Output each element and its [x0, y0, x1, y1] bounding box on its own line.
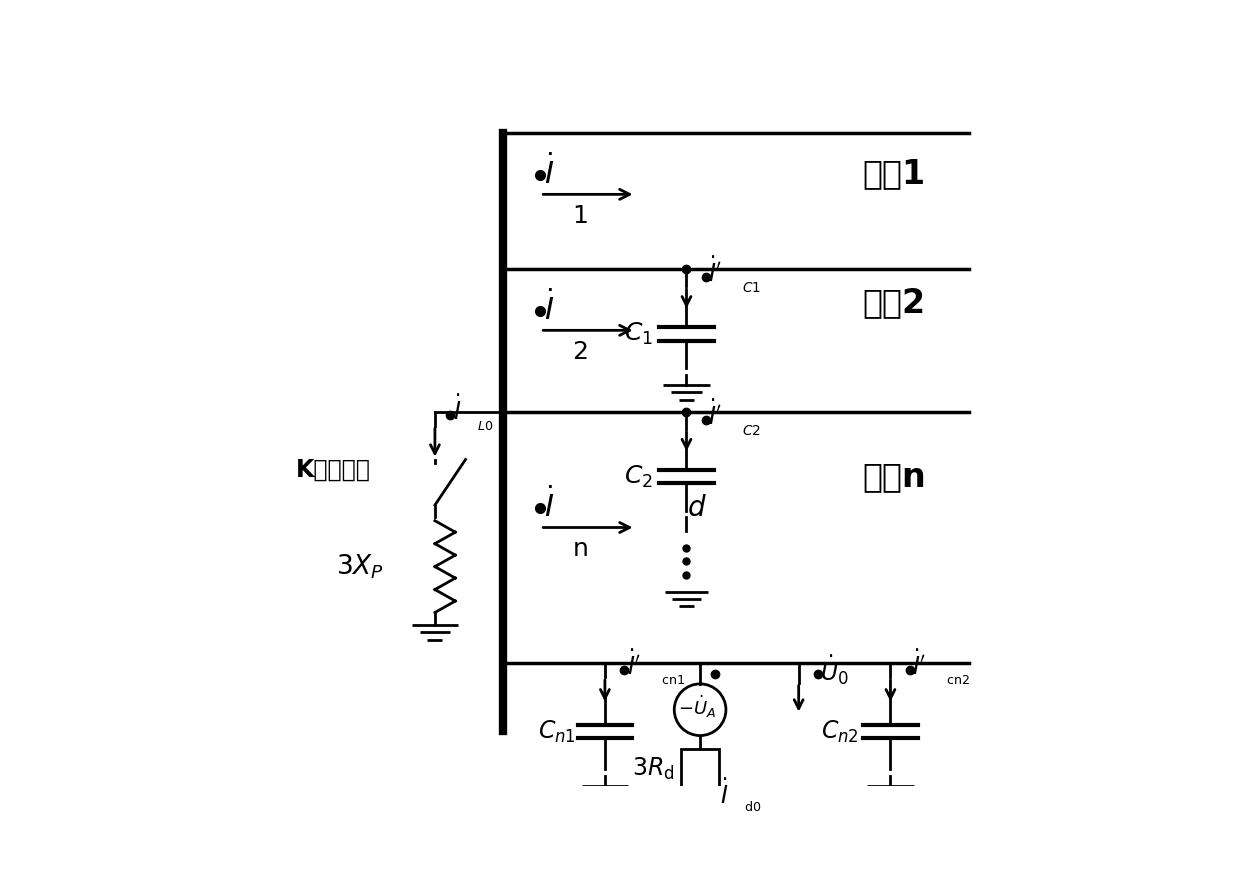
Text: $_{\mathrm{cn2}}$: $_{\mathrm{cn2}}$	[946, 669, 970, 688]
Text: $C_{n2}$: $C_{n2}$	[821, 719, 858, 744]
Text: $_{C1}$: $_{C1}$	[743, 277, 761, 295]
Text: 线路2: 线路2	[862, 287, 925, 320]
Text: $d$: $d$	[687, 495, 707, 522]
Text: $\dot{I}'$: $\dot{I}'$	[708, 400, 722, 430]
Text: $1$: $1$	[573, 204, 588, 228]
Text: $\dot{I}$: $\dot{I}$	[453, 396, 461, 426]
Text: $3X_P$: $3X_P$	[336, 553, 384, 581]
Text: $_{\mathrm{d0}}$: $_{\mathrm{d0}}$	[744, 796, 761, 814]
Text: $_{L0}$: $_{L0}$	[477, 415, 494, 434]
Text: $\dot{I}$: $\dot{I}$	[543, 488, 554, 525]
Text: $\dot{I}'$: $\dot{I}'$	[913, 651, 926, 681]
Text: $\dot{I}$: $\dot{I}$	[543, 155, 554, 191]
Text: $3R_\mathrm{d}$: $3R_\mathrm{d}$	[632, 756, 675, 782]
FancyBboxPatch shape	[682, 749, 719, 789]
Text: $C_1$: $C_1$	[625, 321, 653, 347]
Text: $C_{n1}$: $C_{n1}$	[538, 719, 577, 744]
Text: $\mathrm{n}$: $\mathrm{n}$	[573, 537, 588, 562]
Text: 线路n: 线路n	[862, 460, 926, 493]
Text: $_{\mathrm{cn1}}$: $_{\mathrm{cn1}}$	[661, 669, 684, 688]
Text: $\dot{I}$: $\dot{I}$	[719, 779, 728, 809]
Text: $\dot{I}'$: $\dot{I}'$	[708, 258, 722, 288]
Text: $2$: $2$	[573, 340, 588, 364]
Text: $_{C2}$: $_{C2}$	[743, 420, 761, 438]
Text: $\dot{I}$: $\dot{I}$	[543, 291, 554, 327]
Text: $\dot{U}_0$: $\dot{U}_0$	[821, 653, 849, 687]
Text: 线路1: 线路1	[862, 157, 925, 191]
Text: K（断开）: K（断开）	[295, 457, 371, 482]
Text: $\dot{I}'$: $\dot{I}'$	[626, 651, 640, 681]
Text: $-\dot{U}_A$: $-\dot{U}_A$	[677, 694, 715, 721]
Text: $C_2$: $C_2$	[625, 464, 653, 489]
